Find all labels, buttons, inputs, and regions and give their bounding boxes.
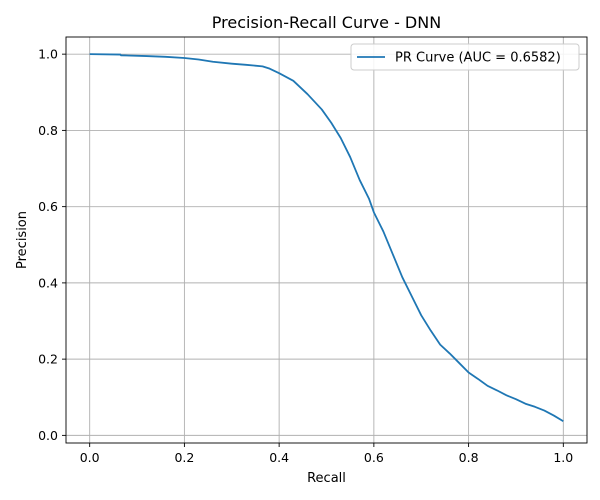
legend: PR Curve (AUC = 0.6582)	[350, 43, 580, 71]
grid-layer	[66, 37, 587, 443]
y-tick-label: 0.0	[38, 428, 58, 443]
legend-box	[350, 43, 580, 71]
tick-layer: 0.0 0.2 0.4 0.6 0.8 1.0 0.0 0.2 0.4 0.6 0.8 1.0	[38, 47, 573, 465]
x-tick-label: 0.8	[459, 450, 479, 465]
legend-label: PR Curve (AUC = 0.6582)	[395, 51, 561, 66]
x-tick-label: 0.0	[80, 450, 100, 465]
y-axis-label: Precision	[15, 211, 30, 269]
y-tick-label: 1.0	[38, 47, 58, 62]
y-tick-label: 0.2	[38, 352, 58, 367]
x-tick-label: 1.0	[553, 450, 573, 465]
plot-frame	[65, 36, 588, 444]
y-tick-label: 0.8	[38, 123, 58, 138]
x-axis-label: Recall	[307, 471, 346, 486]
chart-title: Precision-Recall Curve - DNN	[212, 13, 441, 32]
x-tick-label: 0.6	[364, 450, 384, 465]
x-tick-label: 0.2	[174, 450, 194, 465]
y-tick-label: 0.4	[38, 275, 58, 290]
x-tick-label: 0.4	[269, 450, 289, 465]
series-layer	[89, 53, 564, 423]
y-tick-label: 0.6	[38, 199, 58, 214]
pr-curve-line	[89, 53, 564, 423]
